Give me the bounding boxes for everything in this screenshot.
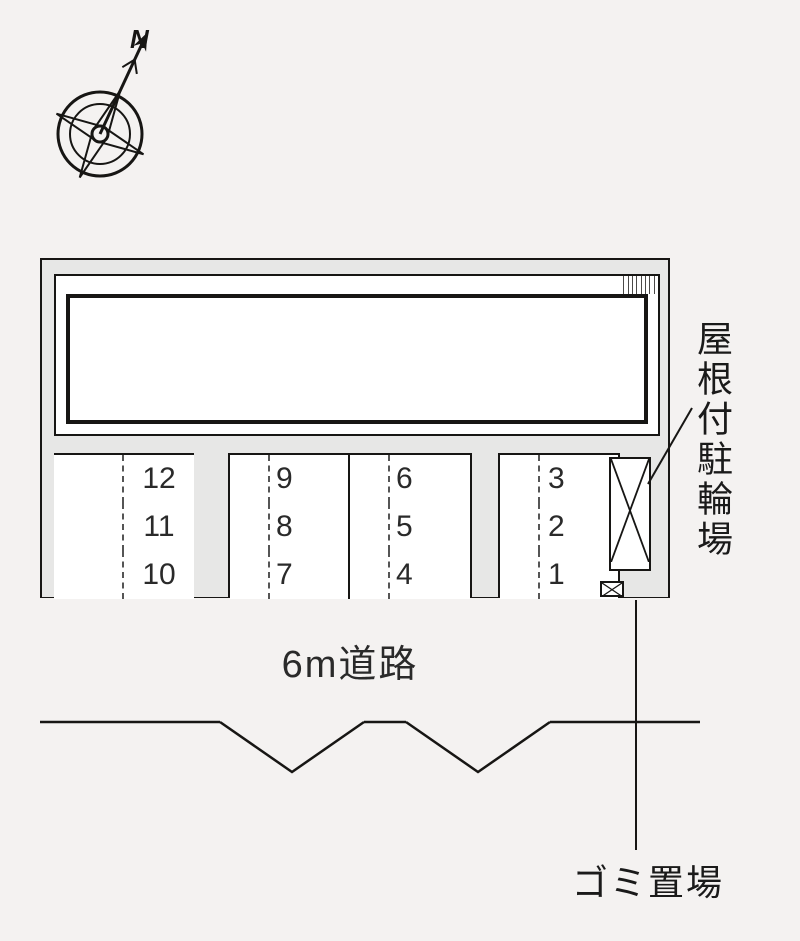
parking-block-left: 12 11 10: [54, 453, 194, 597]
slot-number: 3: [548, 462, 565, 496]
compass-rose: N: [30, 24, 170, 194]
road-label: 6m道路: [0, 633, 700, 688]
parking-slot: 7: [270, 551, 350, 599]
parking-slot: [54, 503, 124, 551]
parking-slot: 8: [270, 503, 350, 551]
parking-slot: [230, 551, 270, 599]
slot-number: 6: [396, 462, 413, 496]
slot-number: 9: [276, 462, 293, 496]
parking-block-middle: 9 6 8 5 7 4: [228, 453, 472, 597]
parking-slot: [350, 455, 390, 503]
bicycle-parking-label: 屋根付駐輪場: [694, 320, 730, 560]
parking-slot: 4: [390, 551, 470, 599]
parking-slot: [230, 455, 270, 503]
parking-slot: [350, 551, 390, 599]
slot-number: 7: [276, 558, 293, 592]
slot-number: 2: [548, 510, 565, 544]
parking-slot: 5: [390, 503, 470, 551]
parking-slot: 11: [124, 503, 194, 551]
parking-slot: [350, 503, 390, 551]
parking-slot: [500, 455, 540, 503]
slot-number: 12: [142, 462, 175, 496]
stair-hatch: [620, 276, 658, 294]
parking-slot: 2: [540, 503, 618, 551]
site-outline: 12 11 10 9 6 8 5: [40, 258, 670, 598]
compass-n-label: N: [130, 24, 150, 54]
slot-number: 4: [396, 558, 413, 592]
parking-slot: 6: [390, 455, 470, 503]
parking-slot: 12: [124, 455, 194, 503]
slot-number: 8: [276, 510, 293, 544]
parking-slot: [500, 503, 540, 551]
parking-slot: 3: [540, 455, 618, 503]
garbage-box: [600, 581, 624, 597]
site-plan-canvas: N 12 11 10: [0, 0, 800, 941]
parking-slot: [54, 551, 124, 599]
road-edge: [40, 720, 700, 790]
slot-number: 10: [142, 558, 175, 592]
building-outer: [54, 274, 660, 436]
parking-block-right: 3 2 1: [498, 453, 620, 597]
garbage-label: ゴミ置場: [572, 854, 724, 906]
slot-number: 11: [143, 510, 174, 544]
bicycle-parking-box: [609, 457, 651, 571]
slot-number: 1: [548, 558, 565, 592]
building-inner: [66, 294, 648, 424]
parking-slot: 10: [124, 551, 194, 599]
parking-slot: [230, 503, 270, 551]
parking-slot: [500, 551, 540, 599]
slot-number: 5: [396, 510, 413, 544]
parking-slot: [54, 455, 124, 503]
parking-slot: 9: [270, 455, 350, 503]
